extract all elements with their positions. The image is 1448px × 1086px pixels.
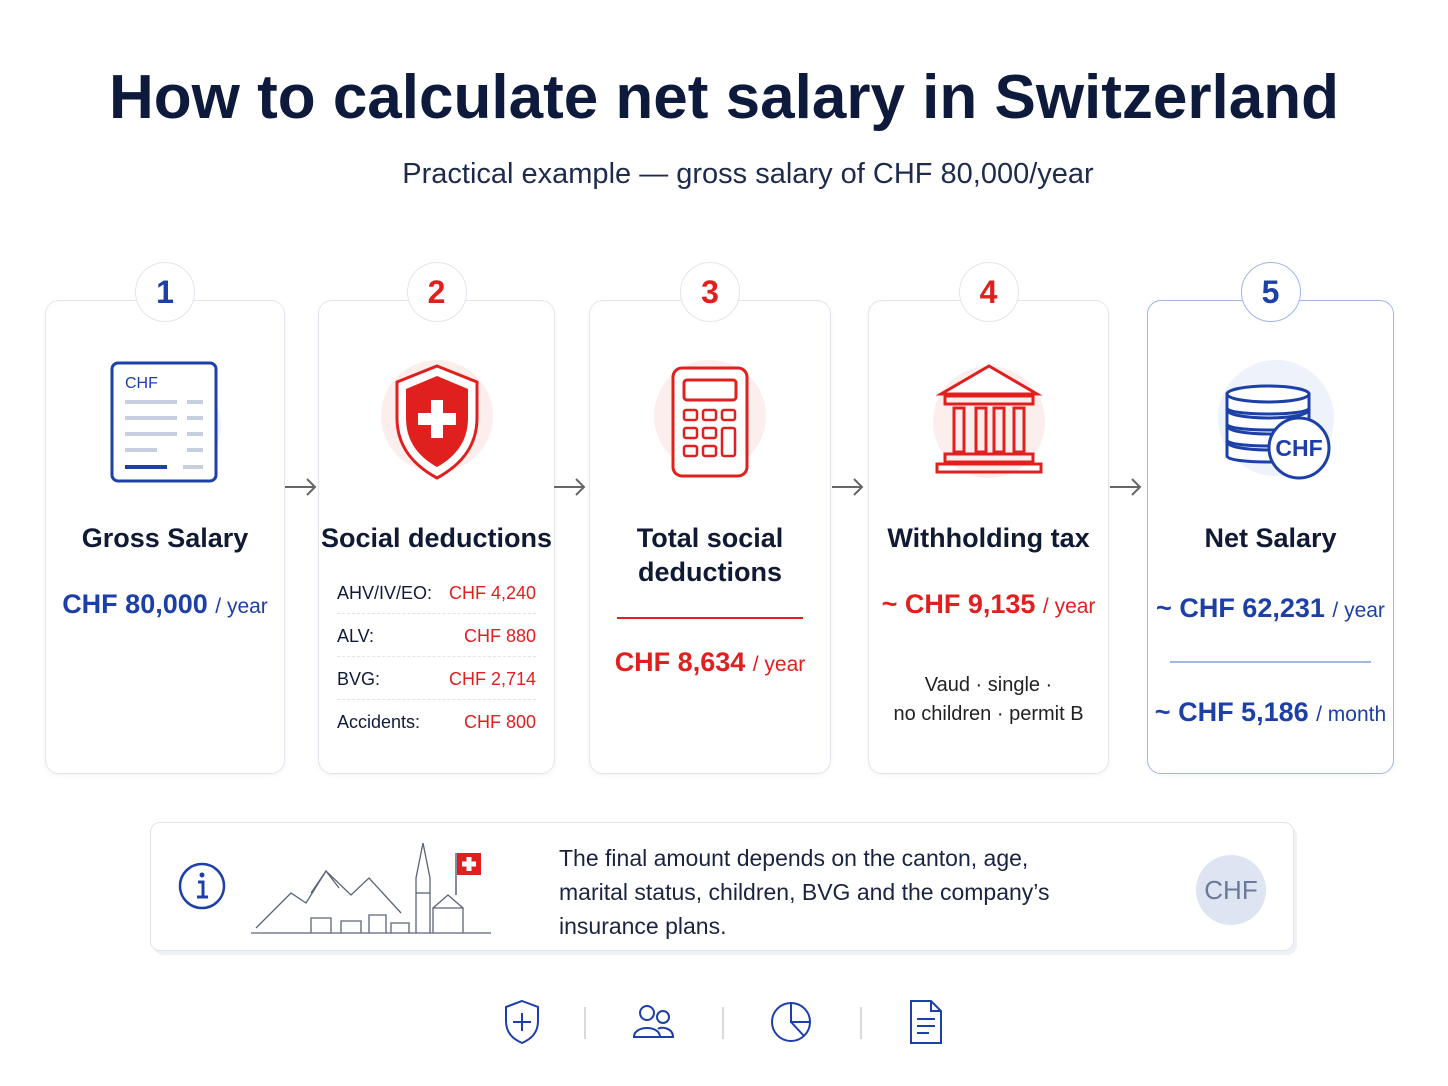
divider [1170, 661, 1371, 663]
arrow [554, 478, 586, 496]
step-number: 3 [680, 262, 740, 322]
amount-value: CHF 80,000 [62, 589, 208, 619]
step-title: Social deductions [320, 523, 553, 553]
amount: CHF 80,000 / year [46, 589, 284, 620]
step-title: Net Salary [1204, 523, 1337, 553]
salary-slip-icon: CHF [110, 361, 221, 483]
title: How to calculate net salary in Switzerla… [108, 63, 1339, 132]
note-box: The final amount depends on the canton, … [150, 822, 1294, 951]
step-card: 4 Withholding tax ~ CHF 9,135 / year Vau… [868, 262, 1109, 774]
amount-unit: / year [215, 595, 268, 618]
amount-value: ~ CHF 9,135 [881, 589, 1036, 619]
amount: CHF 8,634 / year [590, 647, 830, 678]
amount-unit: / month [1316, 703, 1387, 726]
step-card: 3 Total social deductions CHF 8,634 / ye… [589, 262, 831, 774]
row-label: BVG: [337, 669, 381, 689]
step-title: Withholding tax [887, 523, 1090, 553]
note-line: The final amount depends on the canton, … [559, 845, 1029, 871]
arrow [1110, 478, 1142, 496]
step-card: 1 CHF Gross Salary CHF 80,000 / year [45, 262, 285, 774]
step-card: 5 CHF Net Salary ~ CHF 62,231 / year ~ C… [1147, 262, 1394, 774]
step-title: Gross Salary [81, 523, 249, 553]
row-label: ALV: [337, 626, 375, 646]
row-value: CHF 880 [463, 626, 536, 646]
calculator-icon [654, 360, 766, 478]
amount-unit: / year [1042, 595, 1096, 618]
amount: ~ CHF 9,135 / year [869, 589, 1108, 620]
info-icon [178, 862, 226, 910]
divider [617, 617, 803, 619]
step-number: 2 [406, 262, 467, 322]
amount-value: CHF 8,634 [614, 647, 746, 677]
step-number: 5 [1240, 262, 1301, 322]
row-value: CHF 800 [463, 712, 536, 732]
bank-icon [932, 364, 1045, 478]
arrow [285, 478, 317, 496]
deduction-row: ALV: CHF 880 [337, 616, 536, 657]
deduction-row: Accidents: CHF 800 [337, 702, 536, 742]
amount: ~ CHF 5,186 / month [1148, 697, 1393, 728]
footer-icons [505, 999, 942, 1045]
subtitle: Practical example — gross salary of CHF … [402, 158, 1094, 190]
icon-label: CHF [125, 375, 158, 392]
landscape-illustration [251, 842, 491, 934]
shield-icon [380, 360, 493, 480]
deduction-row: BVG: CHF 2,714 [337, 659, 536, 700]
row-value: CHF 2,714 [448, 669, 536, 689]
row-value: CHF 4,240 [448, 583, 536, 603]
arrow [832, 478, 864, 496]
note-line: marital status, children, BVG and the co… [559, 879, 1050, 905]
detail-line: no children · permit B [893, 703, 1084, 725]
amount: ~ CHF 62,231 / year [1148, 593, 1393, 624]
step-number: 1 [135, 262, 195, 322]
amount-unit: / year [1332, 599, 1385, 622]
note-line: insurance plans. [559, 913, 727, 939]
amount-value: ~ CHF 5,186 [1154, 697, 1309, 727]
step-title: Total social deductions [636, 523, 784, 587]
amount-unit: / year [752, 653, 806, 676]
step-number: 4 [958, 262, 1019, 322]
icon-label: CHF [1275, 435, 1322, 461]
step-card: 2 Social deductions AHV/IV/EO: CHF 4,240 … [318, 262, 555, 774]
row-label: Accidents: [337, 712, 421, 732]
detail-line: Vaud · single · [924, 674, 1053, 696]
deduction-row: AHV/IV/EO: CHF 4,240 [337, 573, 536, 614]
row-label: AHV/IV/EO: [337, 583, 433, 603]
chf-badge: CHF [1196, 855, 1266, 925]
coins-icon: CHF [1217, 360, 1334, 480]
amount-value: ~ CHF 62,231 [1156, 593, 1325, 623]
